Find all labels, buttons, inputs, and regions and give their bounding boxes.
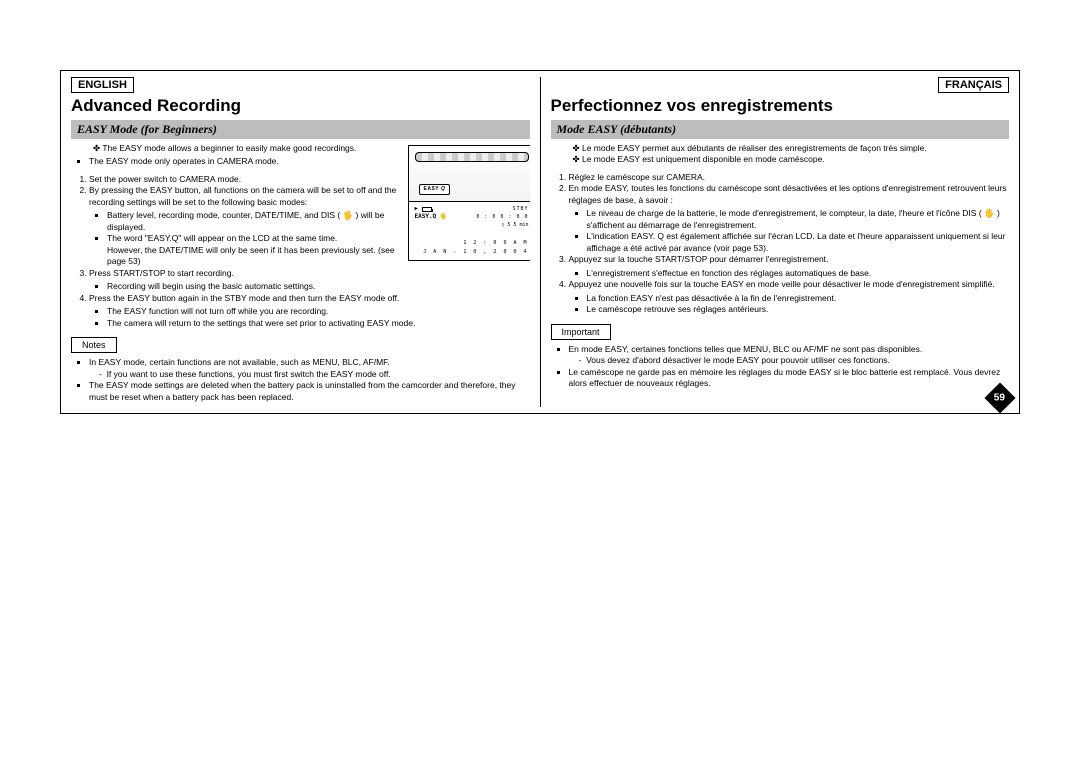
note-item: The EASY mode settings are deleted when … bbox=[89, 380, 530, 403]
lcd-stby: STBY bbox=[512, 206, 528, 213]
bullet: La fonction EASY n'est pas désactivée à … bbox=[587, 293, 1010, 304]
english-body: EASY STBY 0 : 0 0 : 0 0 ▯ 5 5 min ▶ EASY… bbox=[71, 143, 530, 403]
step-item: Press START/STOP to start recording. Rec… bbox=[89, 268, 530, 293]
english-lang-box: ENGLISH bbox=[71, 77, 134, 93]
important-label: Important bbox=[551, 324, 611, 340]
bullet: L'enregistrement s'effectue en fonction … bbox=[587, 268, 1010, 279]
lcd-counter: 0 : 0 0 : 0 0 bbox=[476, 214, 528, 221]
bullet: The camera will return to the settings t… bbox=[107, 318, 530, 329]
english-title: Advanced Recording bbox=[71, 96, 530, 116]
francais-subhead: Mode EASY (débutants) bbox=[551, 120, 1010, 139]
camcorder-illustration: EASY STBY 0 : 0 0 : 0 0 ▯ 5 5 min ▶ EASY… bbox=[408, 145, 530, 261]
bullet: Recording will begin using the basic aut… bbox=[107, 281, 530, 292]
lcd-time: 1 2 : 0 0 A M bbox=[463, 240, 528, 247]
step-item: Appuyez sur la touche START/STOP pour dé… bbox=[569, 254, 1010, 279]
notes-label: Notes bbox=[71, 337, 117, 353]
francais-body: Le mode EASY permet aux débutants de réa… bbox=[551, 143, 1010, 390]
step-item: En mode EASY, toutes les fonctions du ca… bbox=[569, 183, 1010, 254]
step-item: Réglez le caméscope sur CAMERA. bbox=[569, 172, 1010, 183]
english-subhead: EASY Mode (for Beginners) bbox=[71, 120, 530, 139]
english-column: ENGLISH Advanced Recording EASY Mode (fo… bbox=[61, 71, 540, 413]
manual-page: ENGLISH Advanced Recording EASY Mode (fo… bbox=[60, 70, 1020, 414]
bullet: Le niveau de charge de la batterie, le m… bbox=[587, 208, 1010, 231]
bullet: The EASY function will not turn off whil… bbox=[107, 306, 530, 317]
bullet: L'indication EASY. Q est également affic… bbox=[587, 231, 1010, 254]
francais-column: FRANÇAIS Perfectionnez vos enregistremen… bbox=[541, 71, 1020, 413]
camcorder-top: EASY bbox=[409, 146, 530, 202]
note-item: En mode EASY, certaines fonctions telles… bbox=[569, 344, 1010, 367]
lcd-tape: ▯ 5 5 min bbox=[501, 222, 528, 229]
lcd-screen: STBY 0 : 0 0 : 0 0 ▯ 5 5 min ▶ EASY.Q 🖐 … bbox=[409, 202, 530, 260]
intro-item: Le mode EASY permet aux débutants de réa… bbox=[573, 143, 1010, 154]
note-item: In EASY mode, certain functions are not … bbox=[89, 357, 530, 380]
easy-button-label: EASY bbox=[419, 184, 451, 195]
lcd-date: J A N . 1 0 , 2 0 0 4 bbox=[423, 249, 528, 256]
francais-lang-box: FRANÇAIS bbox=[938, 77, 1009, 93]
bullet: Le caméscope retrouve ses réglages antér… bbox=[587, 304, 1010, 315]
note-item: Le caméscope ne garde pas en mémoire les… bbox=[569, 367, 1010, 390]
intro-item: Le mode EASY est uniquement disponible e… bbox=[573, 154, 1010, 165]
francais-title: Perfectionnez vos enregistrements bbox=[551, 96, 1010, 116]
step-item: Press the EASY button again in the STBY … bbox=[89, 293, 530, 329]
step-item: Appuyez une nouvelle fois sur la touche … bbox=[569, 279, 1010, 315]
battery-icon bbox=[422, 207, 432, 212]
